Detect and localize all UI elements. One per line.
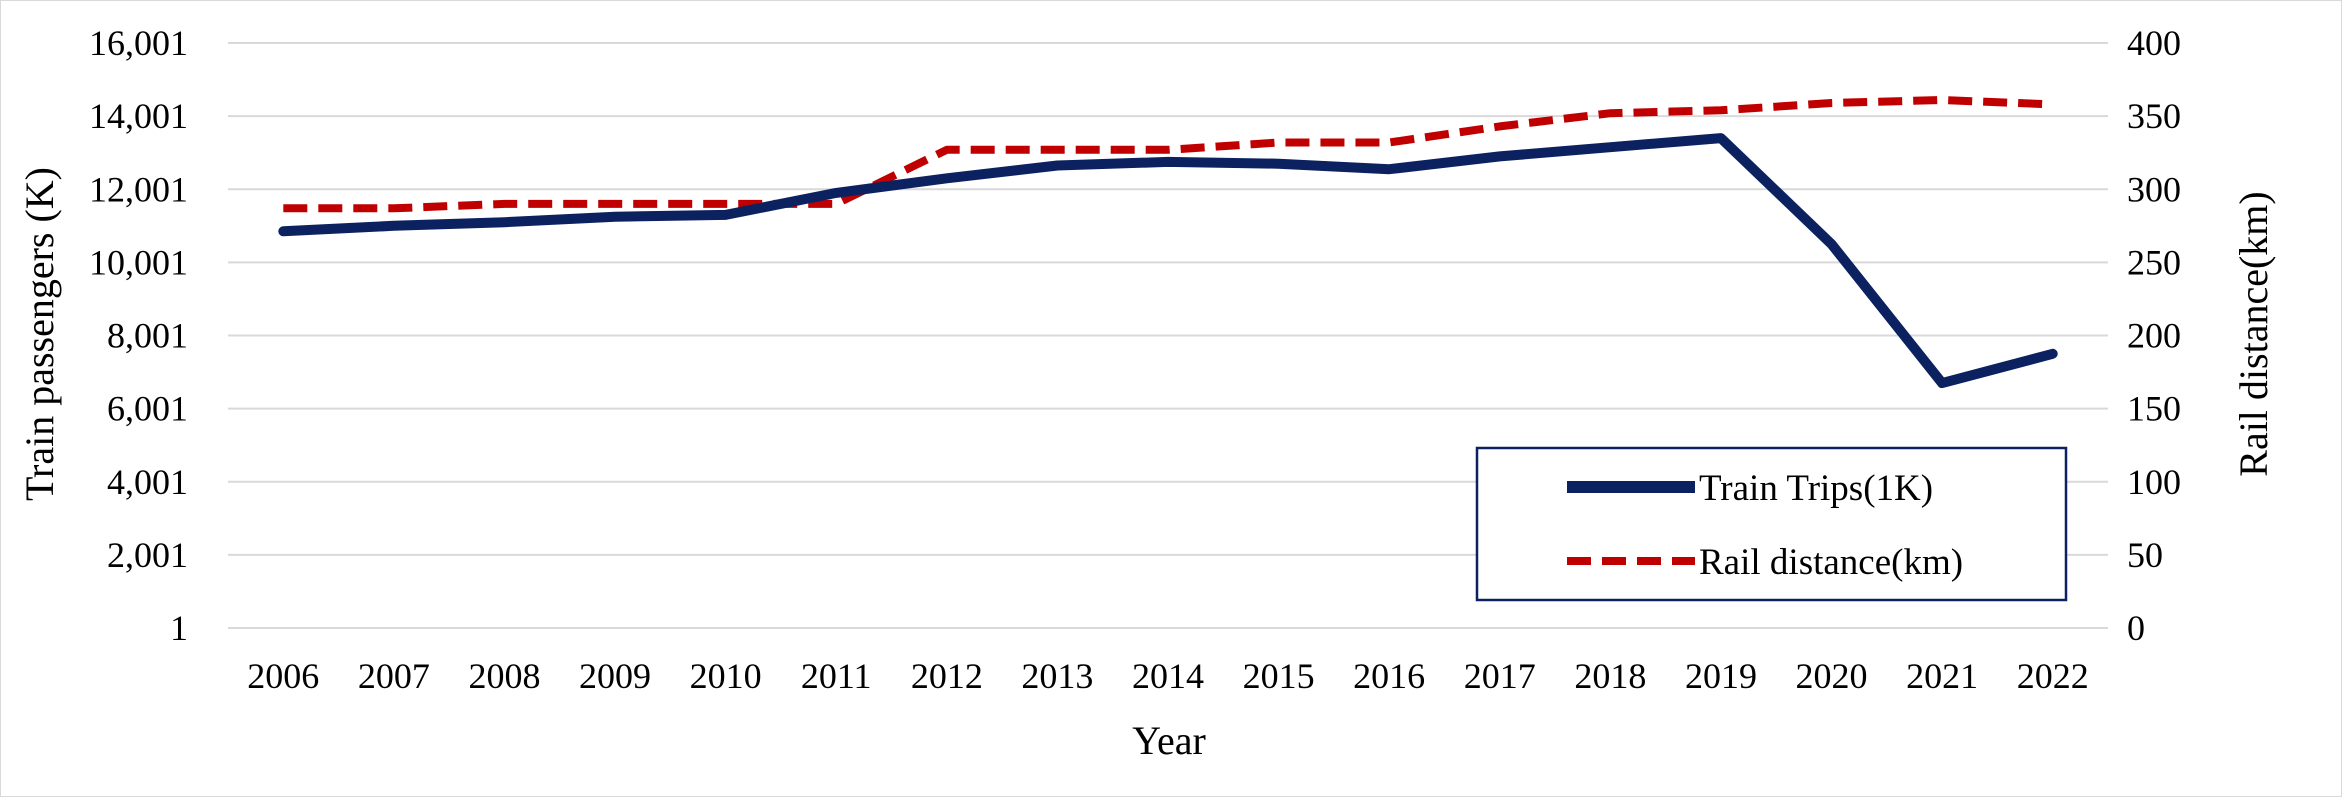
left-tick-label: 14,001 — [89, 96, 188, 136]
x-axis-title: Year — [1132, 718, 1206, 763]
x-tick-label: 2021 — [1906, 656, 1978, 696]
x-tick-label: 2008 — [468, 656, 540, 696]
legend-label-rail-distance: Rail distance(km) — [1699, 542, 1963, 583]
right-tick-label: 100 — [2127, 462, 2181, 502]
x-tick-label: 2020 — [1796, 656, 1868, 696]
left-axis-ticks: 12,0014,0016,0018,00110,00112,00114,0011… — [89, 23, 188, 648]
series-line-rail-distance — [283, 96, 2053, 213]
x-tick-label: 2006 — [247, 656, 319, 696]
x-tick-label: 2011 — [801, 656, 872, 696]
gridlines — [228, 42, 2108, 629]
legend-box — [1475, 446, 2068, 602]
x-tick-label: 2019 — [1685, 656, 1757, 696]
x-tick-label: 2017 — [1464, 656, 1536, 696]
left-tick-label: 10,001 — [89, 242, 188, 282]
right-tick-label: 400 — [2127, 23, 2181, 63]
x-tick-label: 2012 — [911, 656, 983, 696]
left-axis-title: Train passengers (K) — [17, 167, 62, 501]
legend: Train Trips(1K) Rail distance(km) — [1475, 446, 2068, 602]
right-tick-label: 350 — [2127, 96, 2181, 136]
right-axis-ticks: 0 50 100 150 200 250 300 350 400 — [2127, 23, 2181, 648]
legend-label-train-trips: Train Trips(1K) — [1699, 468, 1933, 509]
x-tick-label: 2007 — [358, 656, 430, 696]
left-tick-label: 2,001 — [107, 535, 188, 575]
left-tick-label: 1 — [170, 608, 188, 648]
x-tick-label: 2014 — [1132, 656, 1204, 696]
x-tick-label: 2016 — [1353, 656, 1425, 696]
right-tick-label: 0 — [2127, 608, 2145, 648]
right-tick-label: 250 — [2127, 242, 2181, 282]
left-tick-label: 16,001 — [89, 23, 188, 63]
x-tick-label: 2009 — [579, 656, 651, 696]
left-tick-label: 6,001 — [107, 389, 188, 429]
x-tick-label: 2013 — [1021, 656, 1093, 696]
left-tick-label: 12,001 — [89, 169, 188, 209]
series-layer — [278, 96, 2058, 389]
x-tick-label: 2010 — [690, 656, 762, 696]
right-tick-label: 50 — [2127, 535, 2163, 575]
left-tick-label: 8,001 — [107, 316, 188, 356]
x-tick-label: 2022 — [2017, 656, 2089, 696]
right-tick-label: 200 — [2127, 316, 2181, 356]
x-axis-ticks: 2006 2007 2008 2009 2010 2011 2012 2013 2014 2015… — [247, 656, 2088, 696]
x-tick-label: 2015 — [1243, 656, 1315, 696]
series-line-train-trips — [278, 133, 2058, 389]
x-tick-label: 2018 — [1574, 656, 1646, 696]
right-axis-title: Rail distance(km) — [2231, 191, 2276, 476]
right-tick-label: 150 — [2127, 389, 2181, 429]
left-tick-label: 4,001 — [107, 462, 188, 502]
right-tick-label: 300 — [2127, 169, 2181, 209]
